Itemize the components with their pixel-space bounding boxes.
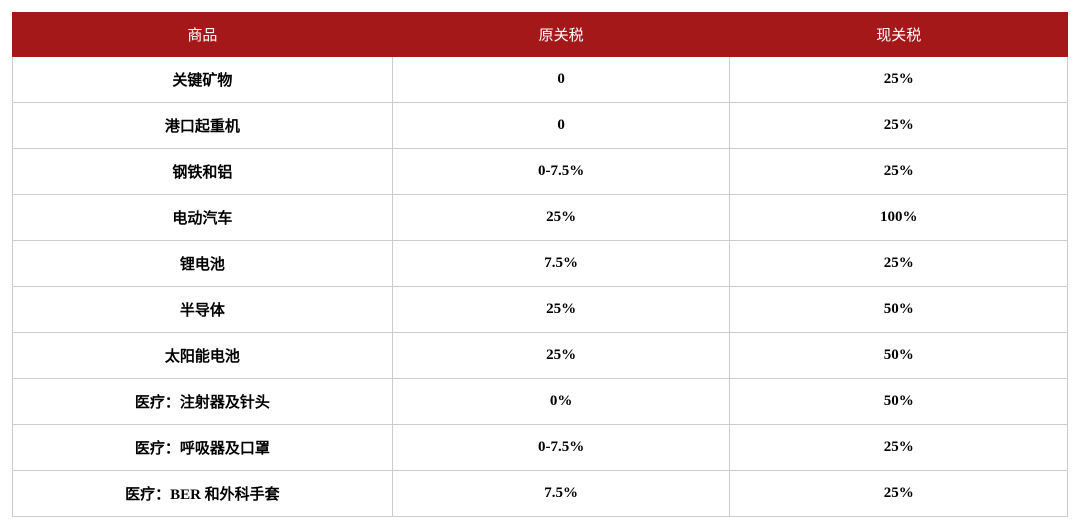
cell-current-tariff: 25%: [730, 241, 1068, 287]
cell-product: 太阳能电池: [13, 333, 393, 379]
tariff-table: 商品 原关税 现关税 关键矿物 0 25% 港口起重机 0 25% 钢铁和铝 0…: [12, 12, 1068, 517]
cell-original-tariff: 25%: [392, 287, 730, 333]
table-row: 半导体 25% 50%: [13, 287, 1068, 333]
cell-product: 医疗：呼吸器及口罩: [13, 425, 393, 471]
cell-original-tariff: 0%: [392, 379, 730, 425]
tariff-table-container: 商品 原关税 现关税 关键矿物 0 25% 港口起重机 0 25% 钢铁和铝 0…: [12, 12, 1068, 517]
table-body: 关键矿物 0 25% 港口起重机 0 25% 钢铁和铝 0-7.5% 25% 电…: [13, 57, 1068, 517]
cell-original-tariff: 7.5%: [392, 241, 730, 287]
cell-current-tariff: 25%: [730, 425, 1068, 471]
cell-original-tariff: 0: [392, 103, 730, 149]
cell-current-tariff: 25%: [730, 149, 1068, 195]
cell-current-tariff: 50%: [730, 333, 1068, 379]
cell-product: 医疗：BER 和外科手套: [13, 471, 393, 517]
table-row: 医疗：注射器及针头 0% 50%: [13, 379, 1068, 425]
cell-original-tariff: 0-7.5%: [392, 149, 730, 195]
table-row: 钢铁和铝 0-7.5% 25%: [13, 149, 1068, 195]
cell-product: 关键矿物: [13, 57, 393, 103]
table-row: 锂电池 7.5% 25%: [13, 241, 1068, 287]
table-row: 医疗：呼吸器及口罩 0-7.5% 25%: [13, 425, 1068, 471]
cell-current-tariff: 25%: [730, 471, 1068, 517]
cell-product: 锂电池: [13, 241, 393, 287]
cell-original-tariff: 25%: [392, 195, 730, 241]
cell-original-tariff: 0: [392, 57, 730, 103]
table-row: 港口起重机 0 25%: [13, 103, 1068, 149]
cell-current-tariff: 50%: [730, 379, 1068, 425]
cell-product: 半导体: [13, 287, 393, 333]
col-header-current-tariff: 现关税: [730, 13, 1068, 57]
table-header: 商品 原关税 现关税: [13, 13, 1068, 57]
cell-product: 电动汽车: [13, 195, 393, 241]
table-row: 太阳能电池 25% 50%: [13, 333, 1068, 379]
cell-current-tariff: 50%: [730, 287, 1068, 333]
table-row: 医疗：BER 和外科手套 7.5% 25%: [13, 471, 1068, 517]
cell-original-tariff: 7.5%: [392, 471, 730, 517]
cell-current-tariff: 100%: [730, 195, 1068, 241]
table-row: 电动汽车 25% 100%: [13, 195, 1068, 241]
cell-product: 钢铁和铝: [13, 149, 393, 195]
cell-original-tariff: 0-7.5%: [392, 425, 730, 471]
cell-current-tariff: 25%: [730, 57, 1068, 103]
cell-original-tariff: 25%: [392, 333, 730, 379]
col-header-product: 商品: [13, 13, 393, 57]
table-row: 关键矿物 0 25%: [13, 57, 1068, 103]
cell-product: 医疗：注射器及针头: [13, 379, 393, 425]
cell-current-tariff: 25%: [730, 103, 1068, 149]
cell-product: 港口起重机: [13, 103, 393, 149]
col-header-original-tariff: 原关税: [392, 13, 730, 57]
table-header-row: 商品 原关税 现关税: [13, 13, 1068, 57]
